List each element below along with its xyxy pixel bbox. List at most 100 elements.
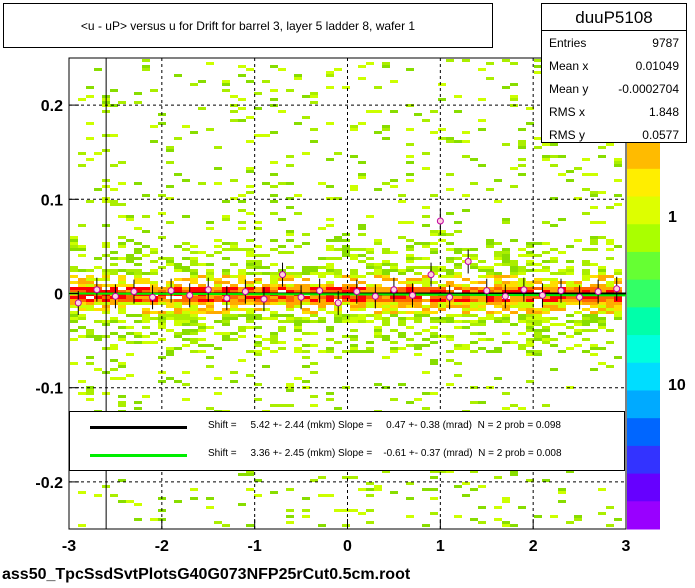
- heatmap-cell: [238, 275, 246, 278]
- heatmap-cell: [358, 290, 366, 293]
- heatmap-cell: [246, 350, 254, 353]
- heatmap-cell: [342, 245, 350, 248]
- heatmap-cell: [534, 263, 542, 266]
- heatmap-cell: [534, 65, 542, 68]
- heatmap-cell: [174, 320, 182, 323]
- heatmap-cell: [150, 311, 158, 314]
- heatmap-cell: [198, 80, 206, 83]
- heatmap-cell: [590, 236, 598, 239]
- heatmap-cell: [430, 362, 438, 365]
- heatmap-cell: [230, 287, 238, 290]
- heatmap-cell: [78, 248, 86, 251]
- heatmap-cell: [310, 302, 318, 305]
- profile-point: [74, 299, 82, 307]
- heatmap-cell: [310, 92, 318, 95]
- heatmap-cell: [286, 206, 294, 209]
- heatmap-cell: [174, 305, 182, 308]
- heatmap-cell: [350, 269, 358, 272]
- heatmap-cell: [526, 326, 534, 329]
- heatmap-cell: [190, 311, 198, 314]
- heatmap-cell: [430, 311, 438, 314]
- heatmap-cell: [342, 290, 350, 293]
- heatmap-cell: [518, 305, 526, 308]
- heatmap-cell: [230, 314, 238, 317]
- heatmap-cell: [406, 311, 414, 314]
- heatmap-cell: [118, 335, 126, 338]
- heatmap-cell: [478, 260, 486, 263]
- heatmap-cell: [310, 290, 318, 293]
- heatmap-cell: [302, 242, 310, 245]
- heatmap-cell: [486, 239, 494, 242]
- heatmap-cell: [582, 314, 590, 317]
- heatmap-cell: [566, 266, 574, 269]
- heatmap-cell: [582, 320, 590, 323]
- heatmap-cell: [334, 275, 342, 278]
- heatmap-cell: [422, 329, 430, 332]
- heatmap-cell: [462, 320, 470, 323]
- heatmap-cell: [566, 260, 574, 263]
- heatmap-cell: [310, 320, 318, 323]
- heatmap-cell: [614, 317, 622, 320]
- heatmap-cell: [414, 257, 422, 260]
- heatmap-cell: [70, 311, 78, 314]
- heatmap-cell: [294, 305, 302, 308]
- heatmap-cell: [78, 308, 86, 311]
- heatmap-cell: [502, 332, 510, 335]
- heatmap-cell: [478, 521, 486, 524]
- heatmap-cell: [478, 269, 486, 272]
- heatmap-cell: [438, 239, 446, 242]
- heatmap-cell: [302, 515, 310, 518]
- heatmap-cell: [262, 182, 270, 185]
- profile-point: [130, 288, 138, 296]
- heatmap-cell: [590, 305, 598, 308]
- heatmap-cell: [118, 362, 126, 365]
- heatmap-cell: [166, 314, 174, 317]
- heatmap-cell: [126, 287, 134, 290]
- heatmap-cell: [230, 263, 238, 266]
- heatmap-cell: [94, 320, 102, 323]
- heatmap-cell: [238, 299, 246, 302]
- heatmap-cell: [590, 242, 598, 245]
- heatmap-cell: [582, 296, 590, 299]
- heatmap-cell: [118, 326, 126, 329]
- heatmap-cell: [302, 308, 310, 311]
- heatmap-cell: [126, 269, 134, 272]
- heatmap-cell: [214, 521, 222, 524]
- heatmap-cell: [86, 305, 94, 308]
- heatmap-cell: [366, 290, 374, 293]
- heatmap-cell: [254, 494, 262, 497]
- heatmap-cell: [118, 404, 126, 407]
- heatmap-cell: [190, 317, 198, 320]
- heatmap-cell: [406, 179, 414, 182]
- heatmap-cell: [406, 401, 414, 404]
- heatmap-cell: [454, 515, 462, 518]
- heatmap-cell: [294, 272, 302, 275]
- heatmap-cell: [302, 116, 310, 119]
- heatmap-cell: [502, 314, 510, 317]
- heatmap-cell: [550, 155, 558, 158]
- heatmap-cell: [462, 254, 470, 257]
- heatmap-cell: [414, 344, 422, 347]
- heatmap-cell: [342, 233, 350, 236]
- heatmap-cell: [406, 299, 414, 302]
- heatmap-cell: [326, 329, 334, 332]
- heatmap-cell: [470, 263, 478, 266]
- heatmap-cell: [502, 341, 510, 344]
- heatmap-cell: [542, 338, 550, 341]
- heatmap-cell: [214, 146, 222, 149]
- heatmap-cell: [214, 299, 222, 302]
- heatmap-cell: [94, 335, 102, 338]
- heatmap-cell: [206, 263, 214, 266]
- heatmap-cell: [214, 377, 222, 380]
- heatmap-cell: [462, 308, 470, 311]
- heatmap-cell: [550, 317, 558, 320]
- heatmap-cell: [454, 140, 462, 143]
- heatmap-cell: [238, 296, 246, 299]
- heatmap-cell: [238, 200, 246, 203]
- heatmap-cell: [246, 248, 254, 251]
- heatmap-cell: [326, 299, 334, 302]
- heatmap-cell: [206, 305, 214, 308]
- heatmap-cell: [542, 326, 550, 329]
- heatmap-cell: [174, 323, 182, 326]
- profile-point: [464, 257, 472, 265]
